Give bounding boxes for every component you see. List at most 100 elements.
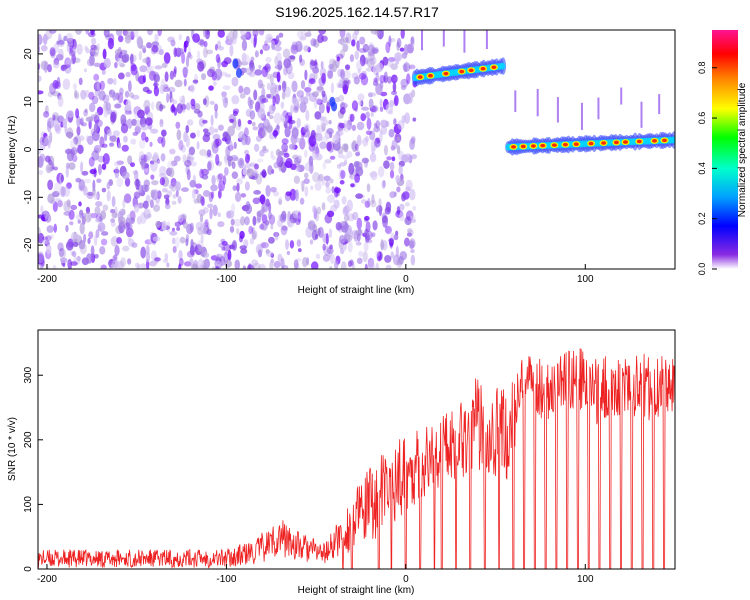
heatmap-cell [409, 138, 415, 150]
heatmap-cell [140, 45, 147, 50]
heatmap-cell [304, 162, 312, 172]
heatmap-cell [322, 162, 327, 170]
heatmap-cell [140, 123, 149, 131]
heatmap-cell [273, 231, 280, 238]
heatmap-cells [38, 30, 675, 269]
heatmap-cell [396, 186, 401, 193]
heatmap-cell [39, 141, 46, 151]
heatmap-cell [158, 49, 164, 56]
heatmap-cell [97, 163, 102, 176]
heatmap-cell [117, 142, 122, 149]
heatmap-cell [116, 160, 125, 165]
heatmap-cell [253, 34, 258, 45]
heatmap-cell [370, 92, 377, 97]
heatmap-cell [321, 122, 326, 132]
heatmap-cell [66, 132, 73, 139]
heatmap-cell [368, 98, 374, 109]
snr-x-tick-label: -200 [37, 574, 57, 585]
heatmap-cell [68, 162, 76, 170]
heatmap-cell [139, 65, 148, 73]
heatmap-cell [404, 153, 412, 163]
colorbar-tick-label: 0.2 [697, 212, 707, 225]
heatmap-cell [44, 105, 49, 115]
heatmap-cell [102, 94, 110, 104]
heatmap-cell [102, 153, 110, 165]
colorbar-tick-label: 0.8 [697, 61, 707, 74]
heatmap-cell [373, 123, 378, 128]
heatmap-cell [329, 131, 333, 139]
heatmap-cell [291, 80, 298, 93]
heatmap-cell [83, 109, 88, 117]
snr-x-tick-label: 100 [577, 574, 594, 585]
heatmap-cell [443, 71, 449, 76]
heatmap-cell [259, 94, 266, 104]
heatmap-cell [333, 186, 339, 198]
heatmap-cell [620, 87, 623, 105]
heatmap-cell [186, 169, 191, 181]
heatmap-cell [233, 141, 237, 150]
heatmap-cell [277, 60, 283, 71]
heatmap-cell [362, 250, 368, 263]
heatmap-cell [170, 97, 175, 103]
heatmap-cell [63, 35, 68, 42]
heatmap-cell [91, 95, 99, 105]
heatmap-cell [78, 135, 85, 142]
heatmap-cell [157, 30, 163, 37]
heatmap-cell [209, 100, 215, 105]
heatmap-cell [394, 76, 398, 81]
heatmap-cell [215, 154, 220, 166]
heatmap-cell [107, 77, 114, 85]
heatmap-cell [128, 80, 132, 93]
heatmap-cell [197, 61, 205, 72]
heatmap-cell [551, 143, 557, 147]
heatmap-cell [283, 58, 292, 69]
snr-y-tick-label: 300 [23, 366, 34, 383]
heatmap-cell [141, 131, 147, 141]
heatmap-cell [84, 68, 88, 73]
heatmap-cell [254, 69, 263, 76]
heatmap-cell [389, 191, 396, 199]
heatmap-cell [405, 186, 411, 192]
heatmap-cell [134, 262, 140, 268]
heatmap-cell [289, 143, 296, 150]
heatmap-cell [356, 134, 362, 147]
heatmap-cell [38, 62, 41, 70]
heatmap-cell [217, 56, 221, 69]
heatmap-cell [119, 220, 125, 229]
heatmap-cell [270, 252, 275, 258]
heatmap-cell [324, 159, 332, 164]
heatmap-cell [408, 64, 416, 70]
heatmap-cell [131, 94, 140, 100]
heatmap-cell [77, 219, 81, 224]
heatmap-cell [201, 73, 207, 81]
heatmap-cell [93, 122, 99, 134]
heatmap-cell [237, 118, 242, 128]
heatmap-cell [124, 177, 131, 187]
heatmap-cell [229, 35, 237, 45]
heatmap-cell [273, 162, 279, 169]
heatmap-cell [404, 61, 409, 71]
heatmap-cell [318, 102, 325, 114]
heatmap-cell [328, 228, 333, 239]
heatmap-cell [217, 173, 224, 181]
heatmap-cell [95, 201, 103, 207]
heatmap-cell [240, 61, 249, 66]
heatmap-cell [261, 168, 267, 179]
heatmap-cell [131, 118, 137, 127]
heatmap-cell [210, 191, 215, 199]
heatmap-cell [117, 35, 124, 43]
heatmap-cell [123, 135, 128, 143]
heatmap-cell [293, 259, 299, 269]
heatmap-cell [300, 80, 306, 90]
heatmap-cell [177, 195, 182, 204]
heatmap-cell [342, 80, 349, 92]
heatmap-cell [214, 43, 218, 51]
heatmap-cell [85, 47, 90, 54]
heatmap-cell [121, 53, 130, 63]
heatmap-cell [397, 120, 405, 130]
heatmap-cell [339, 30, 346, 38]
heatmap-cell [72, 232, 80, 240]
heatmap-cell [288, 111, 293, 116]
heatmap-cell [297, 211, 302, 223]
heatmap-cell [396, 145, 401, 155]
